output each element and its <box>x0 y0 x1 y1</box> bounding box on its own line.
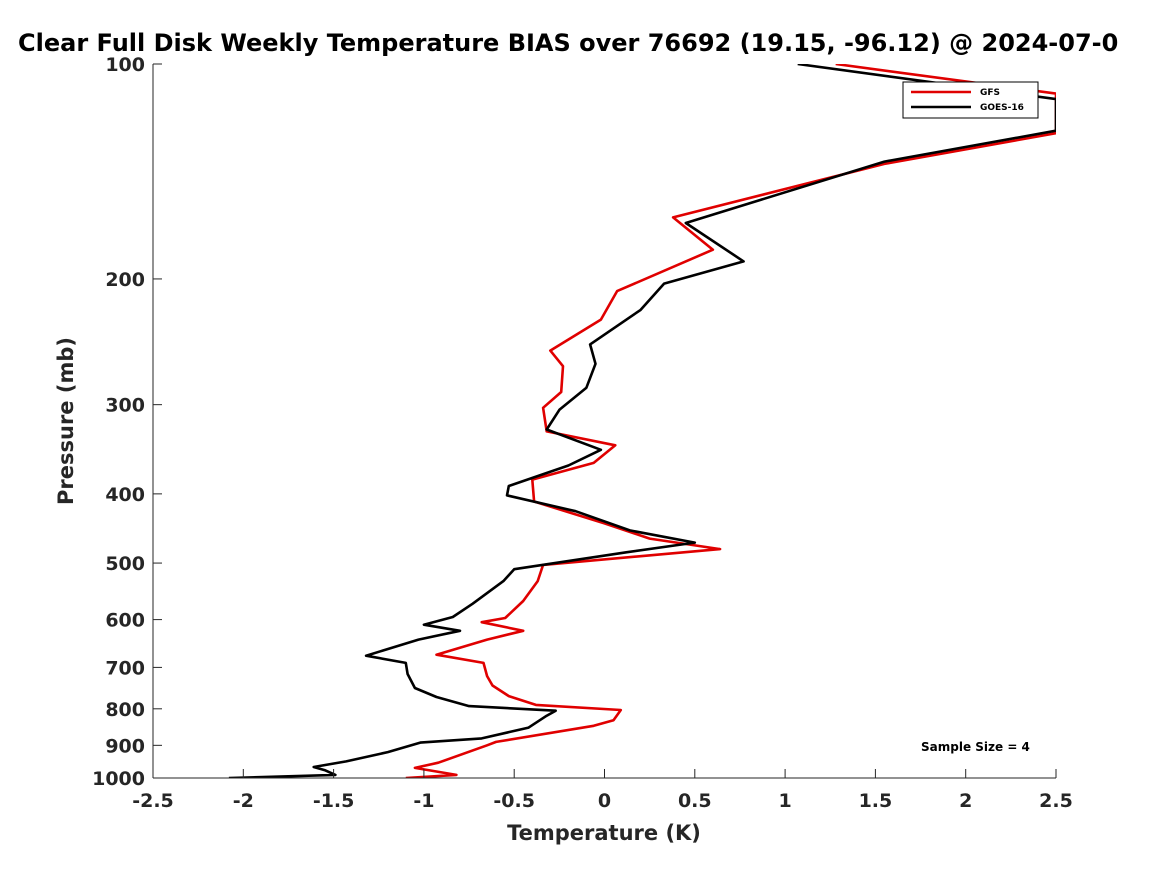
x-tick-label: 1 <box>778 790 791 812</box>
legend: GFS GOES-16 <box>902 81 1039 119</box>
y-tick-label: 1000 <box>92 768 145 790</box>
series-line-goes16 <box>228 64 1056 778</box>
x-tick-label: -2 <box>233 790 254 812</box>
x-tick-label: 0 <box>598 790 611 812</box>
x-tick-label: 0.5 <box>678 790 712 812</box>
legend-box <box>902 81 1039 119</box>
sample-size-annotation: Sample Size = 4 <box>921 740 1030 754</box>
x-tick-label: 2 <box>959 790 972 812</box>
x-tick-label: -1 <box>413 790 434 812</box>
y-tick-label: 400 <box>105 484 145 506</box>
y-tick-label: 100 <box>105 54 145 76</box>
y-tick-label: 900 <box>105 735 145 757</box>
legend-label-goes16: GOES-16 <box>980 103 1024 113</box>
chart-title: Clear Full Disk Weekly Temperature BIAS … <box>18 29 1118 57</box>
x-tick-label: 1.5 <box>859 790 893 812</box>
x-tick-label: 2.5 <box>1039 790 1073 812</box>
plot-area <box>153 64 1056 778</box>
y-tick-label: 600 <box>105 610 145 632</box>
y-tick-label: 700 <box>105 657 145 679</box>
axes-layer: -2.5 -2 -1.5 -1 -0.5 0 0.5 1 1.5 2 2.5 100 200 300 400… <box>92 54 1073 812</box>
x-axis-label: Temperature (K) <box>507 821 701 845</box>
series-layer <box>228 64 1056 778</box>
x-tick-label: -2.5 <box>132 790 174 812</box>
y-tick-label: 300 <box>105 395 145 417</box>
y-tick-label: 200 <box>105 269 145 291</box>
x-tick-label: -1.5 <box>313 790 355 812</box>
legend-label-gfs: GFS <box>980 88 1000 98</box>
y-tick-label: 800 <box>105 699 145 721</box>
x-tick-label: -0.5 <box>493 790 535 812</box>
y-tick-label: 500 <box>105 553 145 575</box>
y-axis-label: Pressure (mb) <box>54 337 78 505</box>
